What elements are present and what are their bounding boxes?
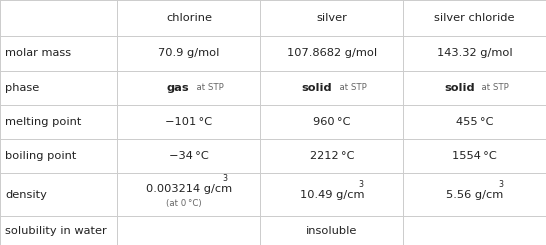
Text: −101 °C: −101 °C bbox=[165, 117, 212, 127]
Text: silver: silver bbox=[317, 13, 347, 23]
Text: (at 0 °C): (at 0 °C) bbox=[165, 199, 201, 208]
Text: at STP: at STP bbox=[334, 83, 366, 92]
Text: 960 °C: 960 °C bbox=[313, 117, 351, 127]
Text: gas: gas bbox=[167, 83, 189, 93]
Text: 70.9 g/mol: 70.9 g/mol bbox=[158, 49, 219, 59]
Text: 1554 °C: 1554 °C bbox=[453, 151, 497, 161]
Text: chlorine: chlorine bbox=[166, 13, 212, 23]
Text: boiling point: boiling point bbox=[5, 151, 77, 161]
Text: at STP: at STP bbox=[191, 83, 223, 92]
Text: molar mass: molar mass bbox=[5, 49, 72, 59]
Text: 10.49 g/cm: 10.49 g/cm bbox=[300, 190, 364, 200]
Text: at STP: at STP bbox=[476, 83, 509, 92]
Text: solid: solid bbox=[444, 83, 474, 93]
Text: 5.56 g/cm: 5.56 g/cm bbox=[446, 190, 503, 200]
Text: solid: solid bbox=[301, 83, 332, 93]
Text: 107.8682 g/mol: 107.8682 g/mol bbox=[287, 49, 377, 59]
Text: 3: 3 bbox=[223, 174, 228, 183]
Text: melting point: melting point bbox=[5, 117, 82, 127]
Text: phase: phase bbox=[5, 83, 40, 93]
Text: 0.003214 g/cm: 0.003214 g/cm bbox=[146, 184, 232, 194]
Text: 455 °C: 455 °C bbox=[456, 117, 494, 127]
Text: silver chloride: silver chloride bbox=[435, 13, 515, 23]
Text: 143.32 g/mol: 143.32 g/mol bbox=[437, 49, 513, 59]
Text: 3: 3 bbox=[358, 180, 363, 189]
Text: −34 °C: −34 °C bbox=[169, 151, 209, 161]
Text: 3: 3 bbox=[498, 180, 503, 189]
Text: insoluble: insoluble bbox=[306, 225, 358, 235]
Text: 2212 °C: 2212 °C bbox=[310, 151, 354, 161]
Text: solubility in water: solubility in water bbox=[5, 225, 107, 235]
Text: density: density bbox=[5, 190, 48, 200]
